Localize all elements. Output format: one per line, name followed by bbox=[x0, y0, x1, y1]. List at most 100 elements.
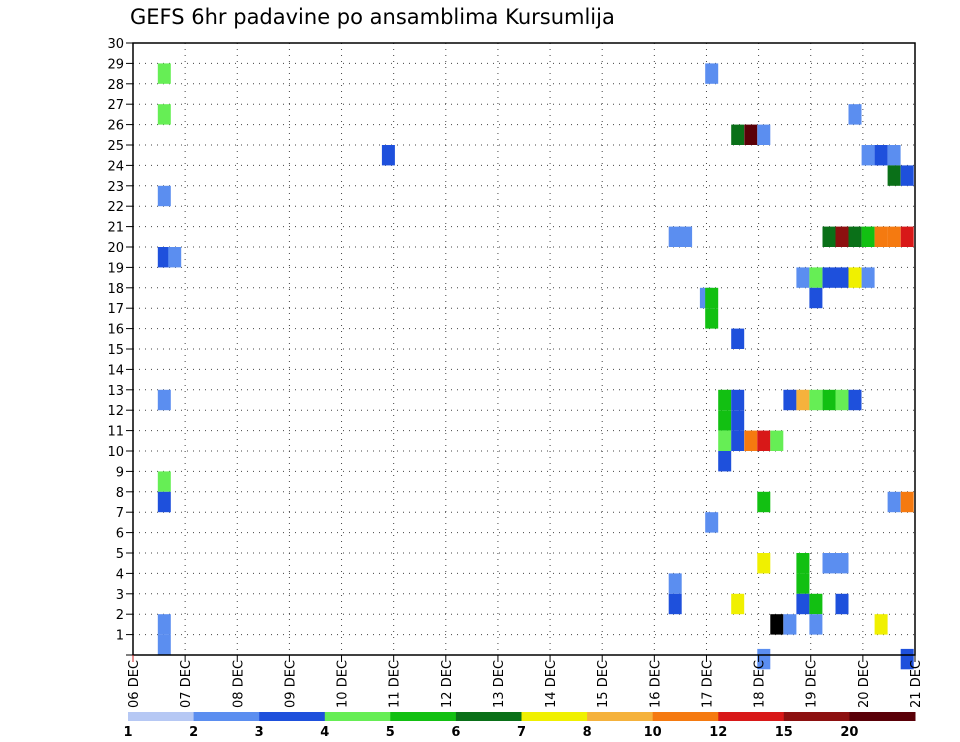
legend-swatch bbox=[849, 712, 916, 721]
heatmap-cell bbox=[718, 389, 732, 411]
heatmap-cell bbox=[744, 124, 758, 145]
heatmap-cell bbox=[887, 226, 901, 247]
legend-label: 7 bbox=[517, 725, 526, 740]
y-tick-label: 14 bbox=[107, 363, 124, 378]
legend-label: 12 bbox=[709, 725, 727, 740]
x-tick-label: 12 DEC bbox=[440, 660, 455, 708]
heatmap-cell bbox=[809, 267, 823, 288]
y-tick-label: 30 bbox=[107, 37, 124, 52]
heatmap-cell bbox=[757, 124, 771, 145]
legend-swatch bbox=[259, 712, 326, 721]
legend-swatch bbox=[390, 712, 457, 721]
heatmap-cell bbox=[809, 614, 823, 635]
x-tick-label: 11 DEC bbox=[388, 660, 403, 708]
heatmap-cell bbox=[861, 267, 875, 288]
y-tick-label: 2 bbox=[116, 608, 124, 623]
y-tick-label: 5 bbox=[116, 547, 124, 562]
legend-swatch bbox=[521, 712, 588, 721]
y-tick-label: 3 bbox=[116, 588, 124, 603]
x-tick-label: 21 DEC bbox=[909, 660, 924, 708]
heatmap-cell bbox=[731, 593, 745, 615]
heatmap-cell bbox=[679, 226, 693, 247]
heatmap-cell bbox=[848, 389, 862, 411]
heatmap-cell bbox=[744, 430, 758, 451]
y-tick-label: 20 bbox=[107, 241, 124, 256]
heatmap-cell bbox=[705, 63, 719, 84]
legend-label: 20 bbox=[840, 725, 858, 740]
heatmap-cell bbox=[157, 614, 171, 635]
heatmap-cell bbox=[705, 308, 719, 329]
y-tick-label: 16 bbox=[107, 323, 124, 338]
heatmap-cell bbox=[381, 145, 395, 166]
heatmap-cell bbox=[668, 593, 682, 615]
y-tick-label: 27 bbox=[107, 98, 124, 113]
heatmap-cell bbox=[157, 491, 171, 513]
legend-swatch bbox=[783, 712, 850, 721]
legend-label: 5 bbox=[386, 725, 395, 740]
x-tick-label: 06 DEC bbox=[127, 660, 142, 708]
legend-label: 15 bbox=[775, 725, 793, 740]
y-tick-label: 26 bbox=[107, 119, 124, 134]
y-tick-label: 13 bbox=[107, 384, 124, 399]
legend-swatch bbox=[652, 712, 719, 721]
heatmap-cell bbox=[822, 389, 836, 411]
heatmap-cell bbox=[861, 226, 875, 247]
heatmap-cell bbox=[835, 226, 849, 247]
heatmap-cell bbox=[835, 267, 849, 288]
heatmap-cell bbox=[731, 410, 745, 431]
heatmap-cell bbox=[822, 553, 836, 574]
heatmap-cell bbox=[796, 267, 810, 288]
heatmap-cell bbox=[809, 389, 823, 411]
heatmap-cell bbox=[796, 553, 810, 574]
y-tick-label: 10 bbox=[107, 445, 124, 460]
x-tick-label: 20 DEC bbox=[857, 660, 872, 708]
heatmap-cell bbox=[157, 634, 171, 655]
heatmap-cell bbox=[731, 328, 745, 349]
x-tick-label: 08 DEC bbox=[231, 660, 246, 708]
y-tick-label: 19 bbox=[107, 261, 124, 276]
x-tick-label: 17 DEC bbox=[701, 660, 716, 708]
heatmap-cell bbox=[783, 389, 797, 411]
heatmap-cell bbox=[887, 145, 901, 166]
y-tick-label: 28 bbox=[107, 78, 124, 93]
heatmap-cell bbox=[835, 593, 849, 615]
heatmap-cell bbox=[757, 491, 771, 513]
legend-label: 1 bbox=[123, 725, 132, 740]
y-tick-label: 25 bbox=[107, 139, 124, 154]
x-tick-label: 07 DEC bbox=[179, 660, 194, 708]
y-tick-label: 7 bbox=[116, 506, 124, 521]
heatmap-cell bbox=[718, 451, 732, 472]
heatmap-cell bbox=[822, 267, 836, 288]
color-legend: 1 2 3 4 5 6 7 8 10 12 15 20 bbox=[123, 712, 916, 740]
heatmap-cell bbox=[887, 491, 901, 513]
y-tick-label: 9 bbox=[116, 465, 124, 480]
legend-swatch bbox=[324, 712, 391, 721]
legend-label: 4 bbox=[320, 725, 329, 740]
heatmap-cell bbox=[835, 389, 849, 411]
heatmap-cell bbox=[668, 573, 682, 594]
heatmap-cell bbox=[900, 648, 914, 670]
heatmap-cell bbox=[900, 226, 914, 247]
x-tick-label: 18 DEC bbox=[753, 660, 768, 708]
heatmap-cell bbox=[835, 553, 849, 574]
y-tick-label: 17 bbox=[107, 302, 124, 317]
y-tick-label: 4 bbox=[116, 567, 124, 582]
heatmap-cell bbox=[874, 226, 888, 247]
legend-swatch bbox=[455, 712, 522, 721]
heatmap-cell bbox=[157, 185, 171, 207]
y-tick-label: 22 bbox=[107, 200, 124, 215]
heatmap-cell bbox=[900, 491, 914, 513]
heatmap-cell bbox=[757, 648, 771, 670]
heatmap-cell bbox=[157, 63, 171, 84]
y-tick-label: 29 bbox=[107, 57, 124, 72]
chart-title: GEFS 6hr padavine po ansamblima Kursumli… bbox=[130, 5, 615, 29]
x-tick-label: 16 DEC bbox=[648, 660, 663, 708]
heatmap-cell bbox=[157, 389, 171, 411]
legend-label: 6 bbox=[451, 725, 460, 740]
heatmap-cell bbox=[887, 165, 901, 186]
heatmap-cell bbox=[848, 104, 862, 125]
y-tick-label: 6 bbox=[116, 527, 124, 542]
x-tick-label: 09 DEC bbox=[283, 660, 298, 708]
heatmap-cell bbox=[874, 145, 888, 166]
legend-swatch bbox=[193, 712, 260, 721]
